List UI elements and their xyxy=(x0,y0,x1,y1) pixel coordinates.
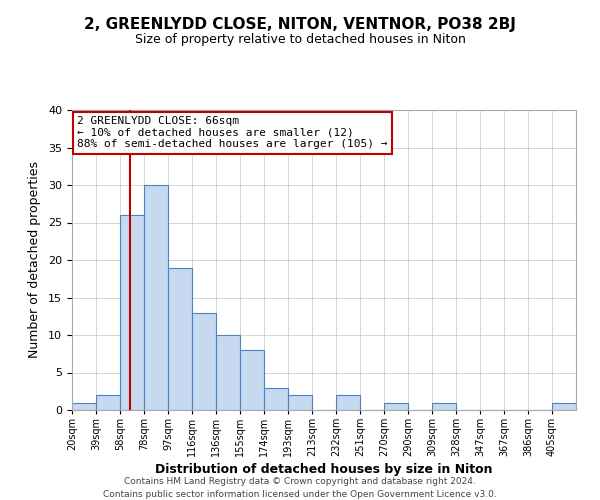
Bar xyxy=(120,215,144,410)
X-axis label: Distribution of detached houses by size in Niton: Distribution of detached houses by size … xyxy=(155,464,493,476)
Bar xyxy=(168,268,192,410)
Bar xyxy=(384,402,408,410)
Bar xyxy=(144,185,168,410)
Text: 2 GREENLYDD CLOSE: 66sqm
← 10% of detached houses are smaller (12)
88% of semi-d: 2 GREENLYDD CLOSE: 66sqm ← 10% of detach… xyxy=(77,116,388,149)
Bar xyxy=(96,395,120,410)
Y-axis label: Number of detached properties: Number of detached properties xyxy=(28,162,41,358)
Bar xyxy=(72,402,96,410)
Text: Contains public sector information licensed under the Open Government Licence v3: Contains public sector information licen… xyxy=(103,490,497,499)
Bar xyxy=(264,388,288,410)
Text: Contains HM Land Registry data © Crown copyright and database right 2024.: Contains HM Land Registry data © Crown c… xyxy=(124,478,476,486)
Bar xyxy=(288,395,312,410)
Text: 2, GREENLYDD CLOSE, NITON, VENTNOR, PO38 2BJ: 2, GREENLYDD CLOSE, NITON, VENTNOR, PO38… xyxy=(84,18,516,32)
Bar xyxy=(336,395,360,410)
Text: Size of property relative to detached houses in Niton: Size of property relative to detached ho… xyxy=(134,32,466,46)
Bar xyxy=(216,335,240,410)
Bar xyxy=(432,402,456,410)
Bar xyxy=(192,312,216,410)
Bar xyxy=(552,402,576,410)
Bar xyxy=(240,350,264,410)
